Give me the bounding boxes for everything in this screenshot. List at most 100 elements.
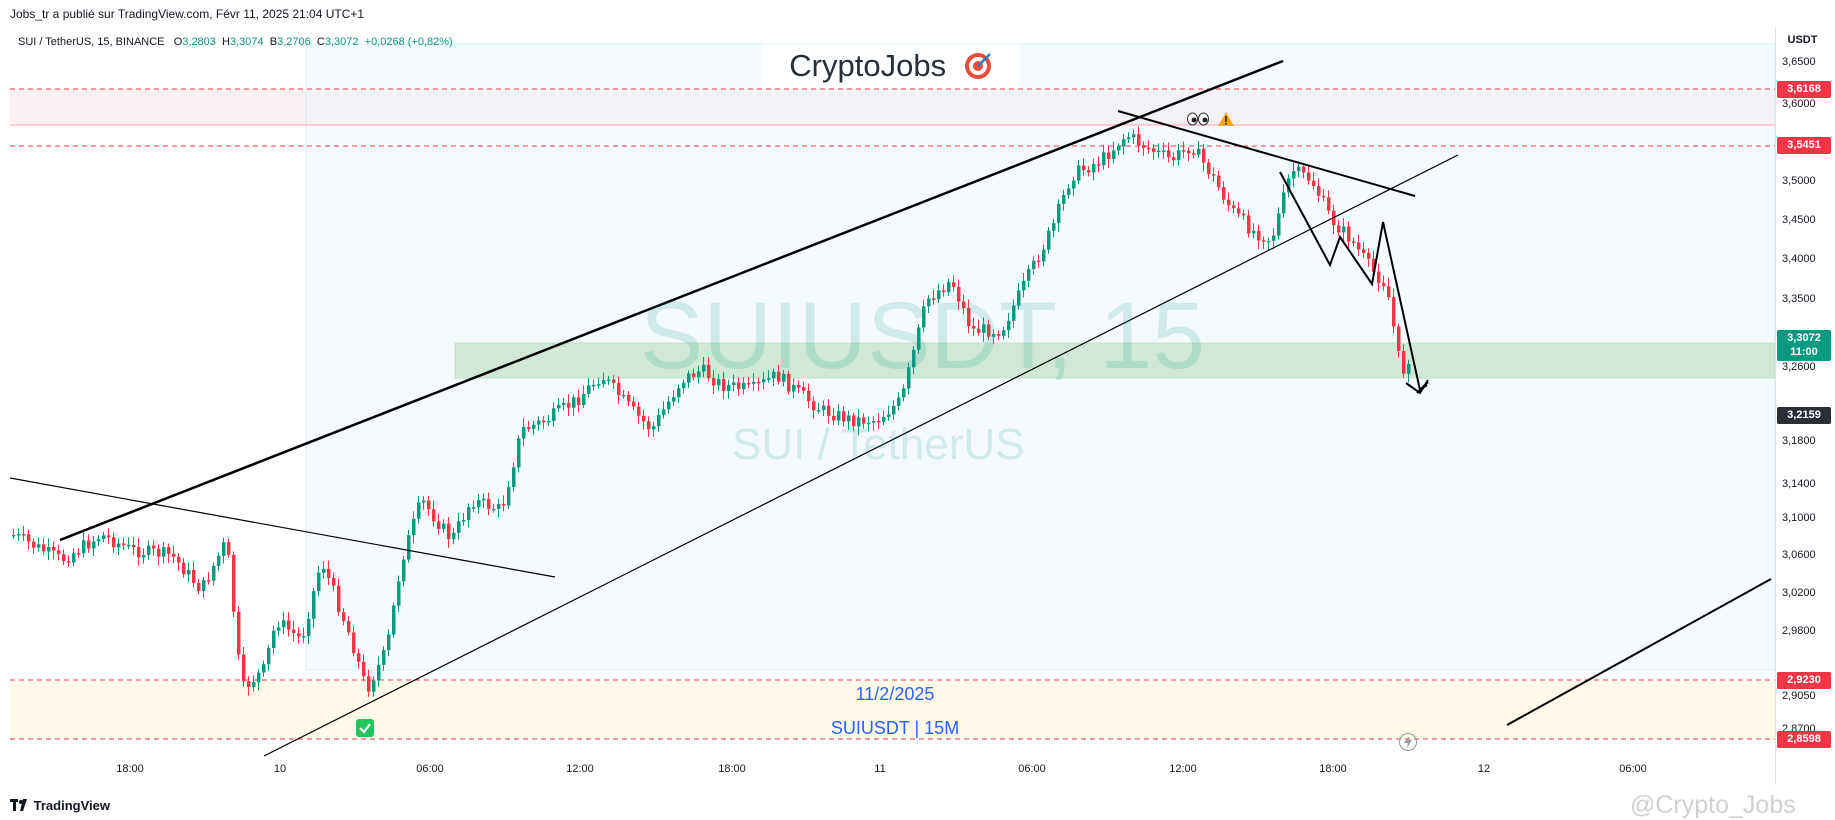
time-label: 12:00 bbox=[1169, 763, 1197, 775]
candle-body bbox=[977, 328, 981, 333]
candle-body bbox=[1152, 148, 1156, 152]
candle-body bbox=[777, 371, 781, 382]
candle-body bbox=[1307, 172, 1311, 181]
candle-body bbox=[787, 373, 791, 392]
upper-resistance-zone bbox=[10, 89, 1775, 125]
candle-body bbox=[822, 405, 826, 411]
support-box bbox=[454, 342, 1775, 379]
candle-body bbox=[1052, 223, 1056, 231]
candle-body bbox=[907, 367, 911, 389]
candle-body bbox=[202, 580, 206, 592]
candle-body bbox=[1172, 157, 1176, 161]
candle-body bbox=[792, 384, 796, 392]
candle-body bbox=[457, 521, 461, 533]
candle-body bbox=[327, 568, 331, 578]
candle-body bbox=[1352, 241, 1356, 244]
candle-body bbox=[1252, 230, 1256, 234]
candle-body bbox=[1297, 166, 1301, 172]
candle-body bbox=[1057, 203, 1061, 224]
axis-unit-label[interactable]: USDT bbox=[1787, 34, 1818, 46]
candle-body bbox=[812, 401, 816, 411]
candle-body bbox=[797, 384, 801, 388]
candle-body bbox=[72, 553, 76, 563]
candle-body bbox=[317, 572, 321, 592]
candle-body bbox=[887, 414, 891, 418]
candle-body bbox=[1187, 150, 1191, 154]
candle-body bbox=[932, 298, 936, 301]
current-price-tag: 3,3072 11:00 bbox=[1777, 330, 1831, 361]
annotation-date: 11/2/2025 bbox=[855, 684, 935, 704]
candle-body bbox=[17, 534, 21, 536]
candle-body bbox=[307, 618, 311, 637]
candle-body bbox=[567, 402, 571, 408]
candle-body bbox=[947, 282, 951, 293]
candle-body bbox=[847, 415, 851, 422]
candle-body bbox=[112, 537, 116, 548]
symbol-legend[interactable]: SUI / TetherUS, 15, BINANCE O3,2803 H3,3… bbox=[18, 34, 453, 50]
candle-body bbox=[992, 334, 996, 337]
candle-body bbox=[417, 502, 421, 519]
candle-body bbox=[987, 324, 991, 337]
tradingview-logo[interactable]: TradingView bbox=[10, 793, 110, 819]
tradingview-brand: TradingView bbox=[33, 798, 110, 813]
price-tick: 3,6500 bbox=[1782, 56, 1816, 68]
price-tick: 3,6000 bbox=[1782, 98, 1816, 110]
legend-c-label: C bbox=[316, 36, 325, 48]
candle-body bbox=[1002, 330, 1006, 336]
candle-body bbox=[592, 384, 596, 387]
legend-open: 3,2803 bbox=[182, 36, 216, 48]
candle-body bbox=[377, 664, 381, 681]
candle-body bbox=[162, 547, 166, 557]
candle-body bbox=[1192, 153, 1196, 155]
candle-body bbox=[642, 415, 646, 422]
candle-body bbox=[597, 384, 601, 386]
candle-body bbox=[657, 414, 661, 427]
tv-logo-icon bbox=[10, 794, 30, 811]
candle-body bbox=[532, 424, 536, 429]
candle-body bbox=[717, 378, 721, 386]
brand-title: CryptoJobs bbox=[789, 48, 947, 83]
candle-body bbox=[842, 411, 846, 422]
candle-body bbox=[392, 605, 396, 635]
candle-body bbox=[1367, 252, 1371, 259]
price-tick: 3,4000 bbox=[1782, 253, 1816, 265]
candle-body bbox=[512, 467, 516, 488]
candle-body bbox=[867, 422, 871, 425]
candle-body bbox=[387, 634, 391, 651]
candle-body bbox=[1117, 146, 1121, 151]
candle-body bbox=[1112, 150, 1116, 160]
candle-body bbox=[67, 561, 71, 563]
candle-body bbox=[552, 408, 556, 421]
checkmark-icon bbox=[356, 719, 374, 737]
candle-body bbox=[172, 553, 176, 557]
candle-body bbox=[952, 282, 956, 287]
replay-lightning-icon[interactable] bbox=[1399, 733, 1417, 751]
candle-body bbox=[892, 405, 896, 415]
candle-body bbox=[432, 509, 436, 522]
candle-body bbox=[357, 653, 361, 662]
candle-body bbox=[852, 415, 856, 427]
legend-symbol[interactable]: SUI / TetherUS, 15, BINANCE bbox=[18, 36, 165, 48]
candle-body bbox=[572, 397, 576, 408]
price-axis[interactable] bbox=[1775, 28, 1835, 785]
candle-body bbox=[477, 500, 481, 508]
candle-body bbox=[517, 438, 521, 468]
candle-body bbox=[1222, 187, 1226, 200]
candle-body bbox=[402, 559, 406, 582]
candle-body bbox=[817, 410, 821, 412]
candle-body bbox=[542, 420, 546, 423]
candle-body bbox=[757, 381, 761, 384]
candle-body bbox=[282, 620, 286, 628]
candle-body bbox=[242, 654, 246, 682]
candle-body bbox=[297, 633, 301, 637]
candle-body bbox=[1392, 297, 1396, 327]
candle-body bbox=[1342, 226, 1346, 233]
price-tick: 3,0200 bbox=[1782, 587, 1816, 599]
chart-canvas[interactable] bbox=[10, 28, 1775, 785]
candle-body bbox=[677, 388, 681, 398]
candle-body bbox=[462, 520, 466, 522]
price-tick: 2,9050 bbox=[1782, 690, 1816, 702]
candle-body bbox=[52, 546, 56, 551]
candle-body bbox=[372, 680, 376, 692]
candle-body bbox=[1142, 145, 1146, 148]
